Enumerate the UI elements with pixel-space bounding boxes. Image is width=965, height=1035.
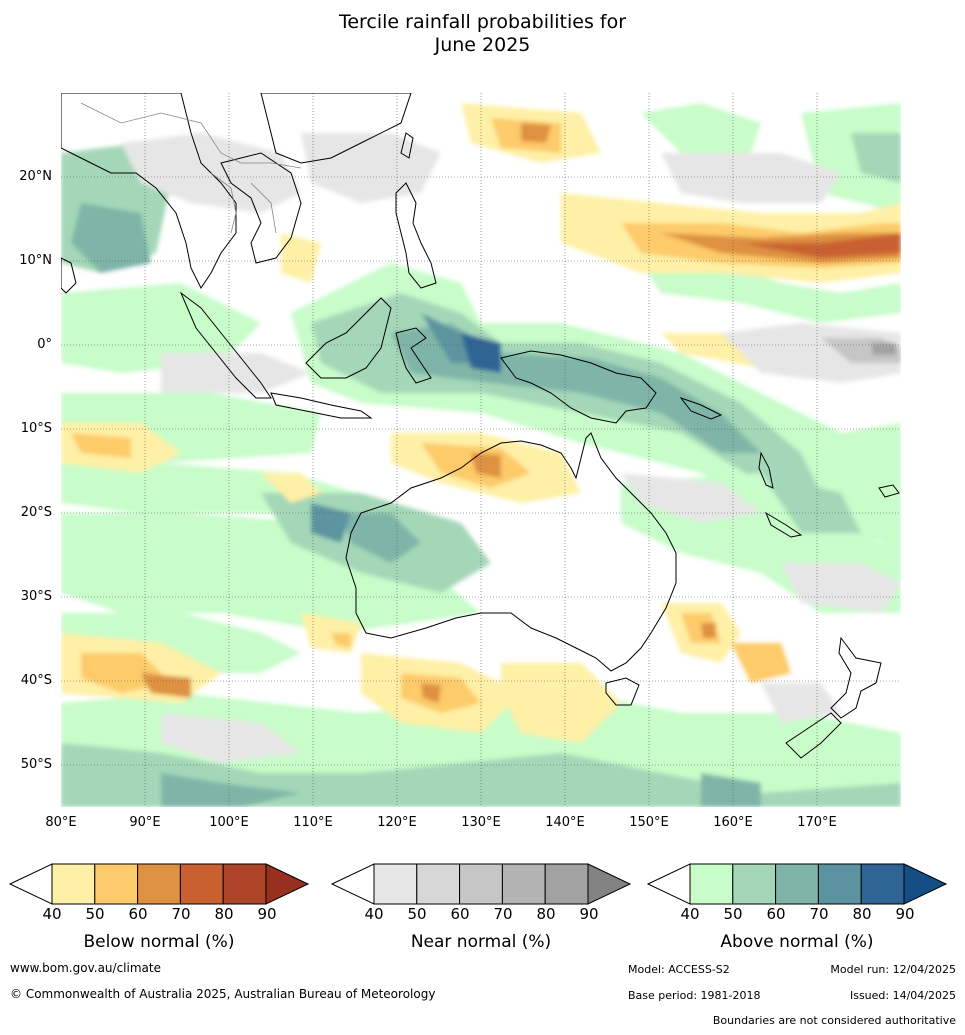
colorbar-cell bbox=[860, 863, 905, 905]
colorbar-near-tick: 50 bbox=[407, 905, 427, 923]
colorbar-below-min-arrow bbox=[8, 863, 53, 905]
colorbar-above-min-arrow bbox=[646, 863, 691, 905]
solomon-islands-coastline bbox=[679, 396, 723, 420]
colorbar-below-tick: 90 bbox=[257, 905, 277, 923]
model-text: Model: ACCESS-S2 bbox=[628, 963, 730, 976]
se-asia-coastline bbox=[61, 93, 237, 289]
colorbar-cell bbox=[179, 863, 224, 905]
map-canvas bbox=[61, 93, 901, 807]
java-coastline bbox=[270, 392, 373, 419]
colorbar-below-normal bbox=[8, 863, 310, 905]
lon-label-100e: 100°E bbox=[209, 815, 249, 830]
colorbar-cell bbox=[94, 863, 139, 905]
colorbar-below-tick: 40 bbox=[42, 905, 62, 923]
colorbar-above-title: Above normal (%) bbox=[720, 932, 874, 952]
lat-label-10s: 10°S bbox=[20, 421, 52, 436]
lon-label-140e: 140°E bbox=[545, 815, 585, 830]
colorbar-cell bbox=[416, 863, 461, 905]
colorbar-cell bbox=[775, 863, 819, 905]
colorbar-near-min-arrow bbox=[330, 863, 375, 905]
philippines-coastline bbox=[395, 182, 437, 289]
colorbar-above-tick: 70 bbox=[809, 905, 829, 923]
colorbar-cell bbox=[732, 863, 777, 905]
taiwan-coastline bbox=[400, 132, 414, 159]
probability-shading bbox=[61, 103, 901, 807]
colorbar-below-tick: 70 bbox=[171, 905, 191, 923]
lon-label-90e: 90°E bbox=[129, 815, 161, 830]
colorbar-cell bbox=[817, 863, 862, 905]
vanuatu-coastline bbox=[758, 451, 774, 489]
fiji-coastline bbox=[878, 484, 900, 498]
colorbar-cell bbox=[51, 863, 96, 905]
new-zealand-south-coastline bbox=[785, 712, 842, 759]
colorbar-below-tick: 60 bbox=[128, 905, 148, 923]
copyright-text: © Commonwealth of Australia 2025, Austra… bbox=[10, 987, 436, 1001]
lat-label-30s: 30°S bbox=[20, 589, 52, 604]
map-title-line2: June 2025 bbox=[434, 34, 531, 56]
lon-label-110e: 110°E bbox=[293, 815, 333, 830]
disclaimer-text: Boundaries are not considered authoritat… bbox=[712, 1014, 956, 1027]
lat-label-10n: 10°N bbox=[19, 253, 52, 268]
australia-coastline bbox=[345, 432, 677, 672]
probability-map bbox=[61, 93, 901, 807]
lat-label-20s: 20°S bbox=[20, 505, 52, 520]
lon-label-150e: 150°E bbox=[629, 815, 669, 830]
colorbar-below-max-arrow bbox=[265, 863, 310, 905]
colorbar-above-max-arrow bbox=[903, 863, 948, 905]
colorbar-cell bbox=[137, 863, 181, 905]
colorbar-cell bbox=[501, 863, 546, 905]
colorbar-below-tick: 80 bbox=[214, 905, 234, 923]
colorbar-above-tick: 80 bbox=[852, 905, 872, 923]
colorbar-above-normal bbox=[646, 863, 948, 905]
colorbar-above-tick: 40 bbox=[680, 905, 700, 923]
tasmania-coastline bbox=[605, 677, 640, 706]
new-zealand-coastline bbox=[830, 636, 882, 719]
lon-label-160e: 160°E bbox=[713, 815, 753, 830]
lat-label-20n: 20°N bbox=[19, 169, 52, 184]
sri-lanka-coastline bbox=[61, 257, 77, 294]
indochina-coastline bbox=[220, 152, 302, 264]
lat-label-0: 0° bbox=[37, 337, 52, 352]
colorbar-near-tick: 70 bbox=[493, 905, 513, 923]
model-run-text: Model run: 12/04/2025 bbox=[830, 963, 956, 976]
borneo-coastline bbox=[305, 297, 392, 379]
base-period-text: Base period: 1981-2018 bbox=[628, 989, 761, 1002]
colorbar-above-tick: 50 bbox=[723, 905, 743, 923]
coastlines bbox=[61, 93, 900, 759]
graticule bbox=[61, 93, 901, 807]
lat-label-40s: 40°S bbox=[20, 673, 52, 688]
lat-label-50s: 50°S bbox=[20, 757, 52, 772]
colorbar-near-tick: 80 bbox=[536, 905, 556, 923]
map-title-line1: Tercile rainfall probabilities for bbox=[338, 11, 627, 33]
new-guinea-coastline bbox=[500, 350, 657, 424]
lon-label-170e: 170°E bbox=[797, 815, 837, 830]
political-boundaries bbox=[80, 102, 302, 234]
colorbar-near-max-arrow bbox=[587, 863, 632, 905]
colorbar-cell bbox=[373, 863, 418, 905]
sulawesi-coastline bbox=[395, 327, 432, 384]
website-link[interactable]: www.bom.gov.au/climate bbox=[10, 961, 161, 975]
colorbar-cell bbox=[544, 863, 589, 905]
colorbar-cell bbox=[459, 863, 503, 905]
colorbar-above-tick: 60 bbox=[766, 905, 786, 923]
colorbar-near-tick: 90 bbox=[579, 905, 599, 923]
colorbar-near-tick: 40 bbox=[364, 905, 384, 923]
colorbar-above-tick: 90 bbox=[895, 905, 915, 923]
new-caledonia-coastline bbox=[764, 511, 803, 538]
colorbar-near-title: Near normal (%) bbox=[410, 932, 552, 952]
colorbar-near-tick: 60 bbox=[450, 905, 470, 923]
issued-text: Issued: 14/04/2025 bbox=[849, 989, 956, 1002]
lon-label-120e: 120°E bbox=[377, 815, 417, 830]
colorbar-near-normal bbox=[330, 863, 632, 905]
colorbar-cell bbox=[222, 863, 267, 905]
lon-label-130e: 130°E bbox=[461, 815, 501, 830]
colorbar-below-title: Below normal (%) bbox=[83, 932, 235, 952]
colorbar-cell bbox=[689, 863, 734, 905]
sumatra-coastline bbox=[179, 291, 272, 399]
china-coastline bbox=[260, 93, 412, 164]
colorbar-below-tick: 50 bbox=[85, 905, 105, 923]
lon-label-80e: 80°E bbox=[45, 815, 77, 830]
